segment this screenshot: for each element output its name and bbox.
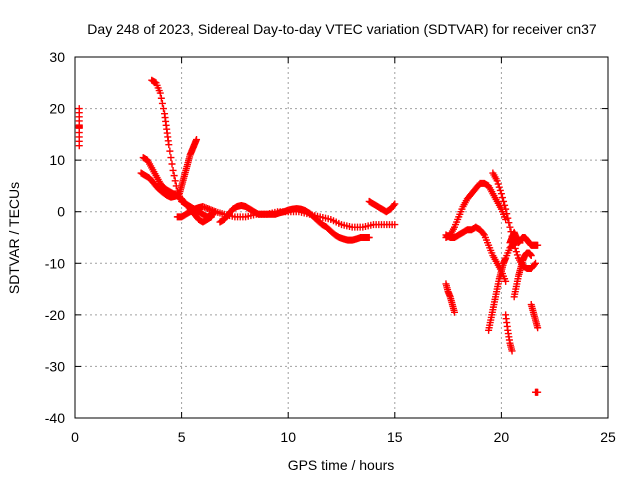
data-point [502, 205, 510, 213]
chart-title: Day 248 of 2023, Sidereal Day-to-day VTE… [87, 21, 597, 37]
data-point [534, 388, 542, 396]
series-trace-m [506, 228, 542, 249]
data-point [168, 160, 176, 168]
data-points [75, 76, 542, 396]
data-point [158, 99, 166, 107]
x-tick-label: 20 [494, 429, 510, 445]
data-point [479, 230, 487, 238]
data-point [167, 154, 175, 162]
data-point [157, 94, 165, 102]
data-point [534, 324, 542, 332]
data-point [527, 252, 535, 260]
data-point [508, 347, 516, 355]
series-trace-f [365, 197, 399, 216]
data-point [505, 219, 513, 227]
series-trace-c [137, 136, 201, 201]
data-point [193, 136, 201, 144]
data-point [166, 147, 174, 155]
data-point [156, 89, 164, 97]
series-trace-b [139, 154, 215, 226]
series-trace-p [532, 388, 542, 396]
y-tick-label: -30 [45, 358, 65, 374]
y-tick-label: -20 [45, 307, 65, 323]
axes-ticks: 0 5 10 15 20 25 -40 -30 -20 -10 0 10 20 30 [45, 49, 616, 445]
x-tick-label: 10 [280, 429, 296, 445]
x-tick-label: 5 [178, 429, 186, 445]
plot-frame [74, 56, 609, 419]
y-axis-label: SDTVAR / TECUs [6, 182, 22, 294]
data-point [506, 223, 514, 231]
data-point [365, 234, 373, 241]
x-tick-label: 0 [71, 429, 79, 445]
data-point [500, 197, 508, 205]
y-tick-label: 10 [49, 152, 65, 168]
y-tick-label: 30 [49, 49, 65, 65]
series-trace-i [442, 280, 458, 316]
data-point [450, 308, 458, 316]
y-tick-label: -10 [45, 255, 65, 271]
data-point [169, 166, 177, 174]
data-point [493, 177, 501, 185]
series-trace-e [216, 202, 373, 244]
data-point [504, 214, 512, 222]
data-point [207, 213, 215, 221]
data-point [495, 183, 503, 191]
series-trace-l [502, 311, 516, 355]
data-point [170, 172, 178, 180]
series-trace-g [442, 179, 510, 241]
data-point [498, 194, 506, 202]
x-axis-label: GPS time / hours [288, 457, 395, 473]
data-point [159, 105, 167, 113]
y-tick-label: 0 [57, 204, 65, 220]
data-point [496, 186, 504, 194]
data-point [502, 277, 510, 285]
data-point [503, 210, 511, 218]
data-point [75, 142, 83, 150]
data-point [165, 141, 173, 149]
series-early-points [75, 105, 83, 150]
x-tick-label: 25 [600, 429, 616, 445]
grid [75, 57, 608, 418]
x-tick-label: 15 [387, 429, 403, 445]
data-point [171, 177, 179, 185]
series-trace-h [442, 223, 510, 285]
data-point [501, 201, 509, 209]
data-point [532, 259, 540, 267]
data-point [530, 261, 538, 269]
data-point [534, 241, 542, 249]
data-point [497, 190, 505, 198]
data-point [390, 201, 398, 209]
data-point [512, 248, 520, 256]
y-tick-label: 20 [49, 101, 65, 117]
series-trace-n [510, 249, 535, 301]
data-point [494, 180, 502, 188]
series-trace-o [527, 301, 542, 332]
data-point [391, 221, 399, 229]
data-point [391, 200, 399, 208]
data-point [513, 251, 521, 259]
y-tick-label: -40 [45, 410, 65, 426]
